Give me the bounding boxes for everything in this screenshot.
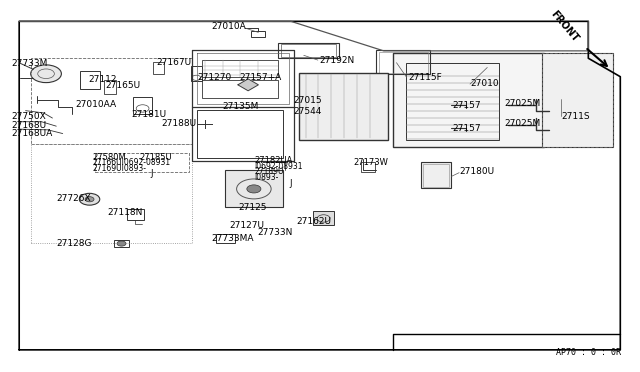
Bar bbox=[300, 73, 388, 140]
Bar bbox=[394, 53, 543, 147]
Bar bbox=[542, 53, 612, 147]
Text: 27733MA: 27733MA bbox=[211, 234, 253, 243]
Text: 27118N: 27118N bbox=[108, 208, 143, 217]
Text: AP70 : 0 : 0R: AP70 : 0 : 0R bbox=[556, 348, 621, 357]
Bar bbox=[423, 164, 449, 187]
Text: I0692-08931: I0692-08931 bbox=[255, 162, 303, 171]
Text: 27025M: 27025M bbox=[504, 119, 540, 128]
Text: 27112: 27112 bbox=[88, 75, 116, 84]
Bar bbox=[114, 240, 129, 247]
Circle shape bbox=[85, 197, 94, 202]
Bar bbox=[197, 110, 284, 158]
Text: 27010A: 27010A bbox=[211, 22, 246, 31]
Text: 27750X: 27750X bbox=[12, 112, 46, 121]
Text: J: J bbox=[150, 169, 153, 178]
Text: 27173W: 27173W bbox=[354, 158, 388, 167]
Bar bbox=[202, 80, 278, 98]
Bar bbox=[420, 162, 451, 188]
Bar bbox=[376, 51, 430, 74]
Text: 27166UI0692-08931: 27166UI0692-08931 bbox=[93, 158, 171, 167]
Text: 27180U: 27180U bbox=[459, 167, 494, 176]
Text: 271270: 271270 bbox=[197, 73, 231, 82]
Text: 27168UA: 27168UA bbox=[12, 129, 52, 138]
Bar bbox=[379, 52, 428, 73]
Text: FRONT: FRONT bbox=[548, 9, 580, 44]
Text: 27165U: 27165U bbox=[106, 81, 141, 90]
Bar bbox=[104, 80, 116, 94]
Bar bbox=[282, 44, 336, 57]
Bar bbox=[278, 43, 339, 58]
Text: 27125: 27125 bbox=[239, 203, 267, 212]
Bar bbox=[252, 31, 266, 37]
Bar bbox=[80, 71, 100, 89]
Text: 27580M: 27580M bbox=[93, 153, 127, 162]
Bar bbox=[31, 144, 192, 243]
Text: 27157+A: 27157+A bbox=[240, 73, 282, 82]
Text: 27127U: 27127U bbox=[229, 221, 264, 230]
Circle shape bbox=[79, 193, 100, 205]
Text: 27115F: 27115F bbox=[408, 73, 442, 82]
Text: 27544: 27544 bbox=[293, 107, 321, 116]
Bar bbox=[95, 154, 189, 172]
Bar bbox=[542, 53, 612, 147]
Bar bbox=[154, 62, 164, 74]
Text: 27188U: 27188U bbox=[161, 119, 196, 128]
Circle shape bbox=[31, 65, 61, 83]
Circle shape bbox=[117, 241, 126, 246]
Text: 27025M: 27025M bbox=[504, 99, 540, 108]
Text: 27167U: 27167U bbox=[157, 58, 192, 67]
Text: 27185U: 27185U bbox=[140, 153, 172, 162]
Text: 2711S: 2711S bbox=[561, 112, 590, 121]
Bar bbox=[225, 170, 283, 206]
Bar bbox=[361, 161, 375, 172]
Text: 27726X: 27726X bbox=[56, 194, 91, 203]
Bar bbox=[31, 58, 192, 144]
Text: 27135M: 27135M bbox=[223, 102, 259, 112]
Text: 27015: 27015 bbox=[293, 96, 321, 105]
Bar bbox=[133, 97, 152, 114]
Bar bbox=[202, 60, 278, 77]
Text: I0893-: I0893- bbox=[255, 173, 279, 182]
Text: 27010AA: 27010AA bbox=[76, 100, 116, 109]
Text: J: J bbox=[290, 179, 292, 187]
Text: 27189U: 27189U bbox=[255, 167, 284, 176]
Text: 27010: 27010 bbox=[470, 79, 499, 88]
Circle shape bbox=[247, 185, 261, 193]
Bar bbox=[406, 62, 499, 140]
Text: 27733M: 27733M bbox=[12, 59, 48, 68]
Bar bbox=[314, 211, 334, 225]
Text: 27182UA: 27182UA bbox=[255, 156, 293, 166]
Bar bbox=[216, 234, 236, 243]
Bar bbox=[127, 209, 144, 220]
Polygon shape bbox=[238, 79, 259, 91]
Text: 27192N: 27192N bbox=[320, 55, 355, 65]
Text: 27168U: 27168U bbox=[12, 121, 47, 130]
Text: 27169UI0893-: 27169UI0893- bbox=[93, 164, 147, 173]
Bar bbox=[191, 66, 202, 81]
Text: 27181U: 27181U bbox=[131, 110, 166, 119]
Text: 27162U: 27162U bbox=[296, 217, 331, 226]
Text: 27733N: 27733N bbox=[258, 228, 293, 237]
Text: 27128G: 27128G bbox=[56, 240, 92, 248]
Text: 27157: 27157 bbox=[452, 101, 481, 110]
Text: 27157: 27157 bbox=[452, 124, 481, 133]
